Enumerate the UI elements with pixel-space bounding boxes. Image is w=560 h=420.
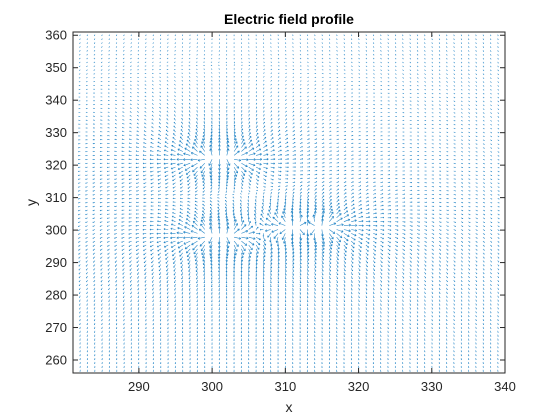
x-tick-label: 290 (128, 379, 150, 394)
axes-box (72, 31, 506, 374)
y-tick-label: 300 (45, 223, 67, 238)
x-tick-label: 340 (494, 379, 516, 394)
x-axis-label: x (286, 399, 293, 415)
x-tick-label: 300 (201, 379, 223, 394)
y-tick-label: 320 (45, 158, 67, 173)
ticks-group: 290 300 310 320 330 340 260 270 280 290 300 310 320 3… (45, 28, 516, 394)
y-tick-label: 360 (45, 28, 67, 43)
y-tick-label: 350 (45, 60, 67, 75)
y-tick-label: 310 (45, 190, 67, 205)
y-tick-label: 260 (45, 353, 67, 368)
y-tick-label: 330 (45, 125, 67, 140)
y-tick-label: 290 (45, 255, 67, 270)
y-tick-label: 270 (45, 320, 67, 335)
x-tick-label: 310 (274, 379, 296, 394)
y-axis-label: y (23, 199, 39, 206)
x-tick-label: 320 (348, 379, 370, 394)
x-tick-label: 330 (421, 379, 443, 394)
y-tick-label: 280 (45, 288, 67, 303)
chart-title: Electric field profile (224, 11, 354, 27)
quiver-field (77, 34, 505, 372)
y-tick-label: 340 (45, 93, 67, 108)
quiver-arrows (77, 34, 505, 372)
